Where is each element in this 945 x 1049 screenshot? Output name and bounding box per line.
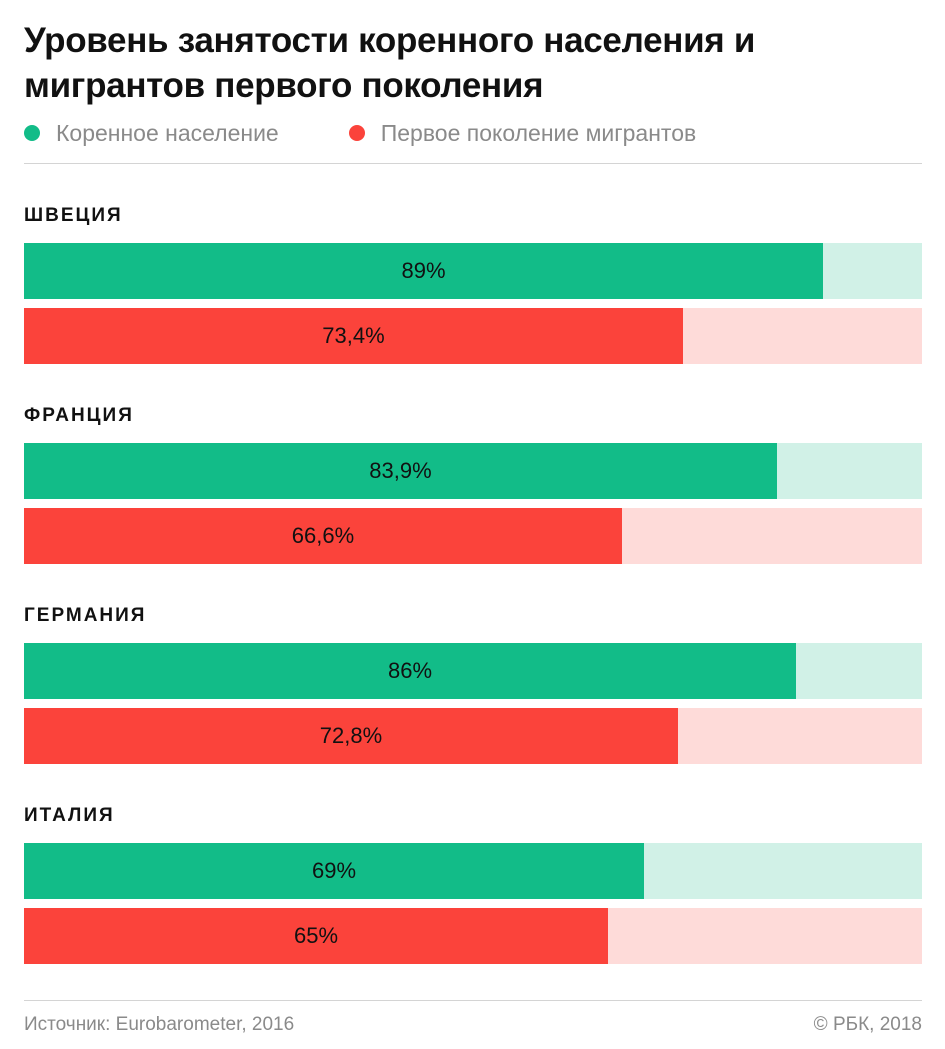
country-label: ФРАНЦИЯ bbox=[24, 405, 134, 426]
bar-row-migrants: 65% bbox=[24, 908, 922, 964]
copyright-note: © РБК, 2018 bbox=[813, 1014, 922, 1035]
bar-value-label: 65% bbox=[293, 923, 339, 948]
source-note: Источник: Eurobarometer, 2016 bbox=[24, 1014, 295, 1035]
bar-row-migrants: 72,8% bbox=[24, 708, 922, 764]
bar-row-native: 89% bbox=[24, 243, 922, 299]
bar-native bbox=[24, 643, 796, 699]
bottom-divider bbox=[24, 1000, 922, 1001]
bar-value-label: 69% bbox=[311, 858, 357, 883]
legend-item-migrants: Первое поколение мигрантов bbox=[348, 119, 697, 147]
legend-label-native: Коренное население bbox=[56, 119, 279, 146]
bar-native bbox=[24, 843, 644, 899]
legend-item-native: Коренное население bbox=[24, 120, 279, 147]
bar-row-migrants: 66,6% bbox=[24, 508, 922, 564]
bar-value-label: 89% bbox=[401, 258, 446, 283]
bar-value-label: 73,4% bbox=[322, 323, 385, 348]
bar-migrants bbox=[24, 708, 678, 764]
bar-native bbox=[24, 243, 823, 299]
legend: Коренное население Первое поколение мигр… bbox=[24, 118, 766, 148]
bar-row-migrants: 73,4% bbox=[24, 308, 922, 364]
country-label: ШВЕЦИЯ bbox=[24, 205, 123, 226]
bar-native bbox=[24, 443, 777, 499]
country-label: ИТАЛИЯ bbox=[24, 805, 115, 826]
bar-value-label: 72,8% bbox=[319, 723, 383, 748]
bar-value-label: 83,9% bbox=[369, 458, 432, 483]
bar-migrants bbox=[24, 308, 683, 364]
top-divider bbox=[24, 163, 922, 164]
chart-title: Уровень занятости коренного населения и … bbox=[24, 21, 756, 105]
bar-row-native: 69% bbox=[24, 843, 922, 899]
legend-label-migrants: Первое поколение мигрантов bbox=[380, 119, 697, 146]
bar-migrants bbox=[24, 908, 608, 964]
legend-dot-migrants bbox=[348, 125, 365, 141]
bar-migrants bbox=[24, 508, 622, 564]
bar-row-native: 83,9% bbox=[24, 443, 922, 499]
bar-row-native: 86% bbox=[24, 643, 922, 699]
country-label: ГЕРМАНИЯ bbox=[24, 605, 147, 626]
bar-value-label: 86% bbox=[387, 658, 433, 683]
bar-value-label: 66,6% bbox=[291, 523, 355, 548]
legend-dot-native bbox=[24, 125, 40, 141]
